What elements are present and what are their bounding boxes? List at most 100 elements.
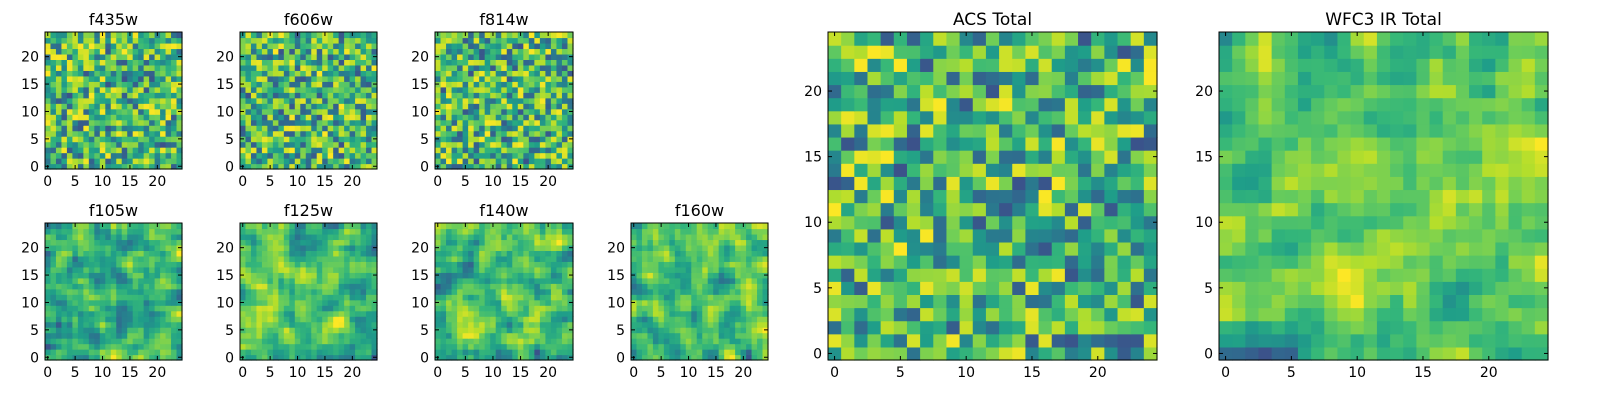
heatmap-cell <box>127 244 134 251</box>
heatmap-cell <box>959 215 974 230</box>
heatmap-cell <box>61 163 68 170</box>
heatmap-cell <box>501 338 508 345</box>
heatmap-cell <box>528 299 535 306</box>
heatmap-cell <box>490 228 497 235</box>
heatmap-cell <box>440 321 447 328</box>
heatmap-cell <box>240 64 247 71</box>
heatmap-cell <box>906 307 921 322</box>
heatmap-cell <box>344 239 351 246</box>
heatmap-cell <box>171 75 178 82</box>
heatmap-cell <box>327 70 334 77</box>
heatmap-cell <box>294 48 301 55</box>
heatmap-cell <box>1051 346 1066 361</box>
heatmap-cell <box>105 239 112 246</box>
heatmap-cell <box>534 141 541 148</box>
heatmap-cell <box>440 163 447 170</box>
heatmap-cell <box>1104 163 1119 177</box>
heatmap-cell <box>762 239 769 246</box>
heatmap-cell <box>83 349 90 356</box>
heatmap-cell <box>1143 241 1158 256</box>
heatmap-cell <box>283 327 290 334</box>
heatmap-cell <box>261 32 268 39</box>
heatmap-cell <box>344 92 351 99</box>
heatmap-cell <box>435 266 442 273</box>
heatmap-cell <box>451 266 458 273</box>
heatmap-cell <box>55 147 63 154</box>
heatmap-cell <box>446 86 453 93</box>
heatmap-cell <box>143 244 150 251</box>
heatmap-cell <box>66 321 73 328</box>
heatmap-cell <box>99 70 106 77</box>
heatmap-cell <box>440 32 447 39</box>
heatmap-cell <box>327 136 334 143</box>
heatmap-cell <box>116 32 123 39</box>
heatmap-cell <box>718 316 725 323</box>
heatmap-cell <box>685 332 692 339</box>
heatmap-cell <box>512 125 519 132</box>
heatmap-cell <box>707 332 714 339</box>
heatmap-cell <box>707 255 714 262</box>
heatmap-cell <box>360 228 367 235</box>
heatmap-cell <box>333 103 340 110</box>
heatmap-cell <box>473 321 480 328</box>
heatmap-cell <box>132 103 139 110</box>
heatmap-cell <box>154 53 161 60</box>
heatmap-cell <box>550 354 558 361</box>
heatmap-cell <box>50 288 57 295</box>
heatmap-cell <box>567 288 574 295</box>
heatmap-cell <box>506 250 513 257</box>
heatmap-cell <box>473 310 480 317</box>
heatmap-cell <box>289 70 296 77</box>
heatmap-cell <box>484 130 491 137</box>
heatmap-cell <box>561 70 569 77</box>
heatmap-cell <box>283 136 290 143</box>
heatmap-cell <box>338 163 345 170</box>
heatmap-cell <box>99 299 106 306</box>
heatmap-cell <box>495 130 502 137</box>
heatmap-cell <box>556 244 563 251</box>
heatmap-cell <box>333 283 340 290</box>
heatmap-cell <box>311 233 318 241</box>
heatmap-cell <box>495 250 502 257</box>
heatmap-cell <box>663 272 670 279</box>
heatmap-cell <box>371 277 378 284</box>
heatmap-cell <box>278 354 285 361</box>
heatmap-cell <box>501 354 508 361</box>
heatmap-cell <box>534 239 541 246</box>
heatmap-cell <box>338 75 345 82</box>
heatmap-cell <box>322 64 329 71</box>
heatmap-cell <box>99 349 106 356</box>
heatmap-cell <box>556 338 563 345</box>
heatmap-cell <box>440 316 447 323</box>
heatmap-cell <box>696 223 703 230</box>
heatmap-cell <box>50 32 57 39</box>
heatmap-cell <box>691 283 698 290</box>
heatmap-cell <box>355 119 362 126</box>
heatmap-cell <box>561 103 569 110</box>
heatmap-cell <box>121 48 128 55</box>
heatmap-cell <box>1025 255 1040 269</box>
heatmap-cell <box>305 158 312 165</box>
heatmap-cell <box>250 97 258 104</box>
x-tick-label: 0 <box>238 174 247 190</box>
heatmap-cell <box>528 228 535 235</box>
heatmap-cell <box>517 147 524 154</box>
heatmap-cell <box>94 108 101 115</box>
heatmap-cell <box>77 92 84 99</box>
heatmap-cell <box>94 310 101 317</box>
heatmap-cell <box>906 150 921 164</box>
heatmap-cell <box>289 136 296 143</box>
heatmap-cell <box>245 283 252 290</box>
heatmap-cell <box>680 310 687 317</box>
heatmap-cell <box>561 59 569 66</box>
heatmap-cell <box>729 223 736 230</box>
heatmap-cell <box>165 321 172 328</box>
heatmap-cell <box>165 42 172 50</box>
heatmap-cell <box>1117 294 1132 309</box>
heatmap-cell <box>88 354 95 361</box>
heatmap-cell <box>490 136 497 143</box>
heatmap-cell <box>746 277 753 284</box>
heatmap-cell <box>713 255 720 262</box>
heatmap-cell <box>333 310 340 317</box>
heatmap-cell <box>294 321 301 328</box>
